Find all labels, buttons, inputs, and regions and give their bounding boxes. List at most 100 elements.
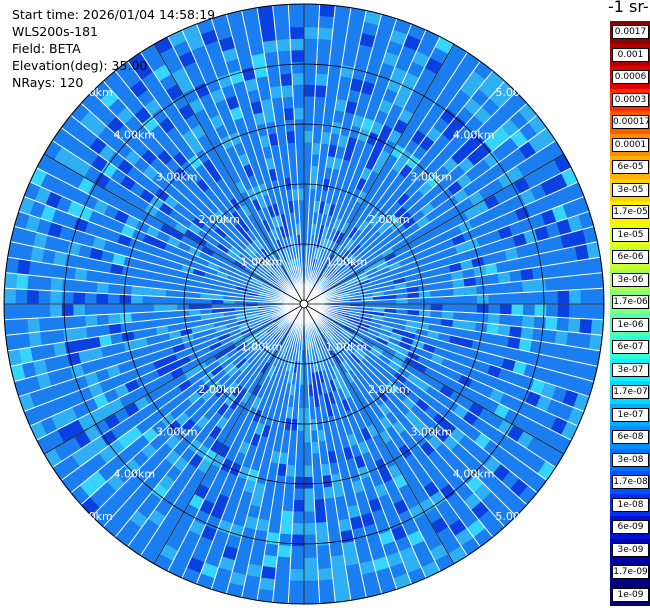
range-gate <box>232 335 245 345</box>
range-gate <box>288 324 295 336</box>
range-gate <box>452 278 465 289</box>
range-gate <box>19 347 34 364</box>
range-gate <box>557 290 570 304</box>
range-gate <box>356 190 368 205</box>
range-gate <box>377 222 390 235</box>
range-gate <box>229 397 242 411</box>
ray-line <box>303 91 517 305</box>
range-gate <box>473 106 492 125</box>
range-gate <box>403 356 418 368</box>
range-gate <box>163 195 179 210</box>
range-gate <box>534 225 550 242</box>
range-gate <box>351 479 365 494</box>
range-gate <box>383 252 397 263</box>
ray-line <box>303 14 383 305</box>
range-gate <box>359 33 376 48</box>
range-gate <box>73 217 89 233</box>
colorbar-swatch: 1.7e-07 <box>610 381 650 404</box>
range-gate <box>344 100 358 115</box>
range-gate <box>311 142 321 155</box>
range-gate <box>263 110 276 124</box>
range-gate <box>283 322 292 334</box>
colorbar-label: 1e-08 <box>612 497 649 512</box>
range-gate <box>389 29 408 46</box>
ray-line <box>167 36 305 305</box>
range-gate <box>518 338 532 352</box>
range-gate <box>338 518 352 532</box>
range-gate <box>371 344 384 355</box>
range-gate <box>398 163 413 179</box>
range-gate <box>476 304 489 314</box>
range-gate <box>47 221 63 239</box>
colorbar-swatch: 0.001 <box>610 43 650 66</box>
range-gate <box>112 253 126 266</box>
range-gate <box>345 277 357 286</box>
range-gate <box>324 330 334 342</box>
scan-info: Start time: 2026/01/04 14:58:19 WLS200s-… <box>12 6 215 91</box>
ray-line <box>102 303 305 528</box>
range-gate <box>448 262 463 273</box>
range-gate <box>304 430 312 443</box>
range-gate <box>154 36 174 55</box>
range-gate <box>390 67 408 83</box>
range-gate <box>184 228 198 241</box>
range-gate <box>403 34 422 52</box>
range-gate <box>332 377 342 391</box>
range-gate <box>453 188 469 204</box>
range-gate <box>50 304 63 318</box>
range-gate <box>29 421 47 441</box>
range-gate <box>396 192 411 207</box>
colorbar-label: 1.7e-09 <box>612 565 649 579</box>
range-gate <box>507 165 524 183</box>
range-gate <box>229 245 242 257</box>
range-gate <box>258 292 271 297</box>
range-gate <box>567 317 581 333</box>
range-gate <box>209 341 222 352</box>
range-gate <box>450 270 464 281</box>
range-gate <box>236 256 248 267</box>
ray-line <box>303 7 352 305</box>
ray-line <box>303 303 601 352</box>
range-gate <box>165 304 178 312</box>
range-label: 2.00km <box>198 213 240 226</box>
range-gate <box>199 499 215 515</box>
range-gate <box>497 324 511 337</box>
range-gate <box>442 157 459 173</box>
range-gate <box>544 316 558 331</box>
range-gate <box>550 173 568 192</box>
range-gate <box>360 512 376 527</box>
instrument-name: WLS200s-181 <box>12 24 98 39</box>
range-gate <box>415 398 430 413</box>
range-gate <box>96 293 109 304</box>
range-gate <box>267 365 276 378</box>
ray-line <box>303 29 427 305</box>
range-gate <box>328 271 339 281</box>
range-gate <box>574 244 589 261</box>
range-gate <box>260 28 277 42</box>
range-gate <box>186 556 205 574</box>
range-gate <box>512 360 527 376</box>
range-gate <box>510 129 529 149</box>
range-gate <box>257 5 274 20</box>
range-gate <box>123 339 137 352</box>
range-gate <box>460 259 474 271</box>
range-gate <box>217 332 231 342</box>
range-gate <box>250 100 264 115</box>
ray-line <box>303 303 494 538</box>
ray-line <box>36 303 305 441</box>
range-gate <box>379 429 392 444</box>
colorbar-label: 1.7e-06 <box>612 295 649 309</box>
colorbar-label: 1.7e-08 <box>612 475 649 489</box>
ray-line <box>14 225 305 305</box>
range-gate <box>268 133 279 146</box>
range-gate <box>363 263 376 273</box>
range-gate <box>272 254 281 266</box>
range-gate <box>293 499 304 512</box>
colorbar-swatch: 6e-07 <box>610 336 650 359</box>
range-gate <box>340 64 355 79</box>
range-gate <box>200 525 218 541</box>
range-gate <box>224 344 237 355</box>
range-gate <box>78 349 93 364</box>
range-gate <box>289 259 296 272</box>
range-gate <box>315 522 329 535</box>
